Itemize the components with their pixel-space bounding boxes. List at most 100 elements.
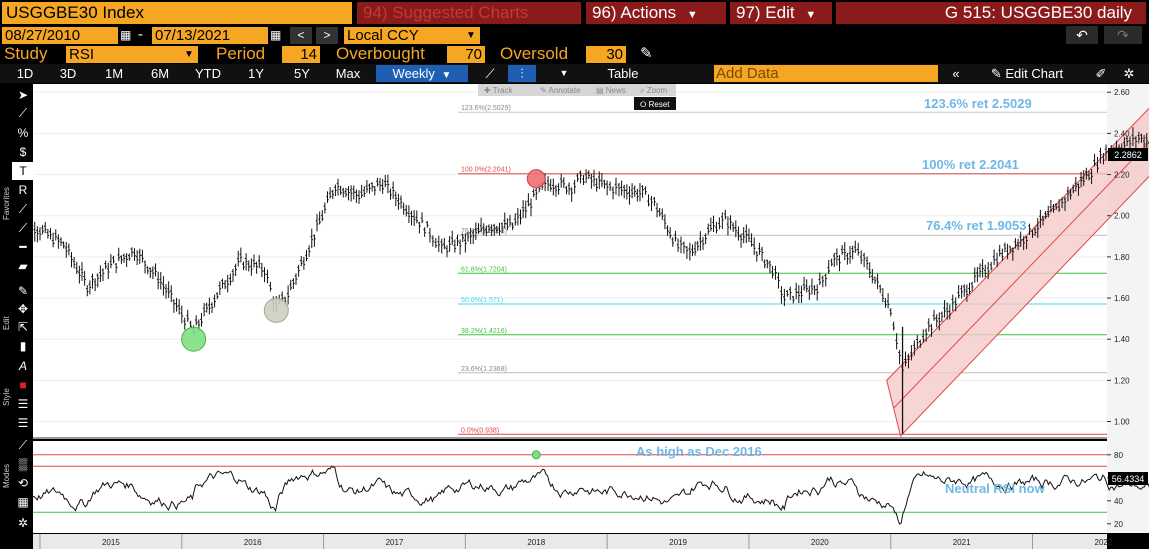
edit-menu-label: 97) Edit (736, 3, 795, 22)
next-period-button[interactable]: > (316, 27, 338, 44)
actions-menu[interactable]: 96) Actions ▼ (586, 2, 726, 24)
header-bar: USGGBE30 Index 94) Suggested Charts 96) … (0, 0, 1149, 25)
calendar-icon[interactable]: ▦ (270, 28, 282, 42)
date-separator: - (138, 26, 143, 43)
timeframe-1m[interactable]: 1M (104, 66, 124, 81)
timeframe-3d[interactable]: 3D (59, 66, 77, 81)
line-chart-icon[interactable]: ⟋ (485, 66, 495, 81)
trend-channel[interactable] (886, 84, 1149, 437)
low-marker-gray (263, 297, 289, 323)
zoom-tool[interactable]: ⌕ Zoom (640, 86, 667, 95)
annotation-rsi-high[interactable]: As high as Dec 2016 (636, 444, 762, 459)
move-icon[interactable]: ✥ (17, 302, 29, 316)
modes-tab[interactable]: Modes (2, 464, 11, 488)
favorites-tab[interactable]: Favorites (2, 187, 11, 220)
calendar-icon[interactable]: ▦ (120, 28, 132, 42)
gear-icon[interactable]: ✲ (17, 516, 29, 530)
fib-label: 50.0%(1.571) (461, 297, 503, 304)
line-style-icon[interactable]: ☰ (17, 416, 29, 430)
timeframe-5y[interactable]: 5Y (294, 66, 310, 81)
cursor-icon[interactable]: ➤ (17, 88, 29, 102)
annotation-100[interactable]: 100% ret 2.2041 (922, 157, 1019, 172)
x-tick-label: 2019 (669, 538, 687, 547)
highlight-icon[interactable]: ▒ (18, 457, 28, 471)
fib-label: 61.8%(1.7204) (461, 266, 507, 273)
security-title: G 515: USGGBE30 daily (836, 2, 1146, 24)
track-tool[interactable]: ✚ Track (484, 86, 513, 95)
study-select[interactable]: RSI (66, 46, 198, 63)
pencil-icon[interactable]: ✎ (17, 284, 29, 298)
prev-period-button[interactable]: < (290, 27, 312, 44)
style-tab[interactable]: Style (2, 388, 11, 406)
fib-label: 38.2%(1.4216) (461, 328, 507, 335)
chevron-down-icon[interactable]: ▼ (559, 68, 569, 78)
retracement-icon[interactable]: R (18, 183, 28, 197)
frequency-select[interactable]: Weekly ▼ (376, 65, 468, 82)
start-date-input[interactable]: 08/27/2010 (2, 27, 118, 44)
x-tick-label: 2020 (811, 538, 829, 547)
x-tick-label: 2015 (102, 538, 120, 547)
x-tick-label: 2018 (527, 538, 545, 547)
x-tick-label: 2016 (244, 538, 262, 547)
line-width-icon[interactable]: ☰ (17, 397, 29, 411)
ticker-field[interactable]: USGGBE30 Index (2, 2, 352, 24)
chevron-down-icon[interactable]: ▼ (466, 27, 480, 44)
x-tick-label: 2022 (1095, 538, 1113, 547)
edit-chart-button[interactable]: ✎ Edit Chart (972, 65, 1082, 82)
horizontal-line-icon[interactable]: ━ (19, 240, 27, 254)
line-tool-icon[interactable]: ⟋ (18, 202, 28, 216)
end-date-input[interactable]: 07/13/2021 (152, 27, 268, 44)
bar-chart-icon[interactable]: ⫶ (508, 65, 536, 82)
left-sidebar: Favorites Edit Style Modes (0, 84, 32, 549)
timeframe-toolbar: 1D 3D 1M 6M YTD 1Y 5Y Max Weekly ▼ ⟋ ⫶ ▼… (0, 64, 1149, 83)
select-icon[interactable]: ⇱ (17, 320, 29, 334)
trendline-icon[interactable]: ⟋ (18, 106, 28, 120)
add-data-input[interactable]: Add Data (714, 65, 938, 82)
timeframe-ytd[interactable]: YTD (195, 66, 221, 81)
currency-select[interactable]: Local CCY (344, 27, 479, 44)
annotate-tool[interactable]: ✎ Annotate (540, 86, 581, 95)
news-tool[interactable]: ▤ News (596, 86, 626, 95)
color-swatch-icon[interactable]: ■ (19, 378, 27, 392)
last-rsi-badge (1108, 472, 1148, 485)
edit-legend-icon[interactable]: ✐ (1095, 66, 1107, 81)
annotation-76-4[interactable]: 76.4% ret 1.9053 (926, 218, 1026, 233)
oversold-label: Oversold (500, 44, 569, 63)
font-icon[interactable]: A (18, 359, 27, 373)
timeframe-1y[interactable]: 1Y (248, 66, 264, 81)
table-button[interactable]: Table (607, 66, 639, 81)
annotation-123-6[interactable]: 123.6% ret 2.5029 (924, 96, 1032, 111)
crosshair-icon[interactable]: ⟋ (18, 438, 28, 452)
ray-tool-icon[interactable]: ⟋ (18, 221, 28, 235)
text-tool-icon[interactable]: T (12, 162, 34, 180)
trash-icon[interactable]: ▮ (19, 339, 27, 353)
gear-icon[interactable]: ✲ (1123, 66, 1135, 81)
undo-icon[interactable]: ↶ (1066, 26, 1098, 44)
edit-menu[interactable]: 97) Edit ▼ (730, 2, 832, 24)
percent-icon[interactable]: % (17, 126, 29, 140)
collapse-icon[interactable]: « (952, 66, 960, 81)
edit-tab[interactable]: Edit (2, 315, 11, 330)
suggested-charts-button[interactable]: 94) Suggested Charts (357, 2, 581, 24)
timeframe-6m[interactable]: 6M (150, 66, 170, 81)
period-input[interactable]: 14 (282, 46, 320, 63)
period-label: Period (216, 44, 266, 63)
pencil-icon[interactable]: ✎ (640, 45, 653, 62)
reset-tool[interactable]: ⭘ Reset (640, 100, 670, 109)
timeframe-max[interactable]: Max (335, 66, 361, 81)
overbought-input[interactable]: 70 (447, 46, 485, 63)
rsi-tick-label: 20 (1114, 520, 1123, 529)
layout-icon[interactable]: ▦ (17, 495, 29, 509)
chevron-down-icon[interactable]: ▼ (184, 46, 198, 63)
redo-icon[interactable]: ↷ (1104, 26, 1142, 44)
annotation-rsi-neutral[interactable]: Neutral RSI now (945, 481, 1046, 496)
overbought-label: Overbought (336, 44, 425, 63)
cycle-icon[interactable]: ⟲ (17, 476, 29, 490)
oversold-input[interactable]: 30 (586, 46, 626, 63)
channel-tool-icon[interactable]: ▰ (18, 259, 28, 273)
frequency-value: Weekly (392, 66, 435, 81)
x-tick-label: 2021 (953, 538, 971, 547)
timeframe-1d[interactable]: 1D (16, 66, 34, 81)
fibonacci-icon[interactable]: $ (19, 145, 27, 159)
